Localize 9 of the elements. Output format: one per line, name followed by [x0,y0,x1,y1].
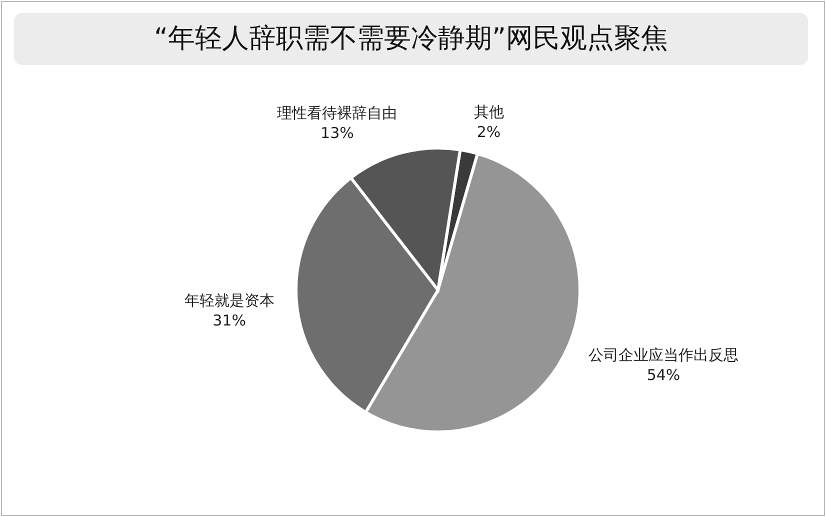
chart-title: “年轻人辞职需不需要冷静期”网民观点聚焦 [14,13,808,65]
slice-label: 公司企业应当作出反思 [588,346,739,364]
slice-label: 其他 [474,102,504,121]
slice-label: 理性看待裸辞自由 [277,104,398,122]
slice-label: 年轻就是资本 [184,291,274,310]
data-label: 13% [320,124,354,142]
data-label: 31% [212,311,246,330]
data-label: 2% [476,122,501,141]
data-label: 54% [646,366,680,384]
